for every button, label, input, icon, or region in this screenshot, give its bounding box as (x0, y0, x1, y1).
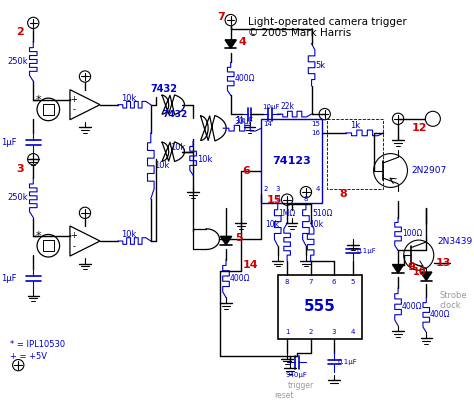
Text: 5k: 5k (315, 61, 326, 70)
Bar (327, 119, 383, 189)
Text: 10µF: 10µF (263, 103, 280, 109)
Text: 2: 2 (309, 329, 313, 335)
Text: 250k: 250k (7, 57, 27, 66)
Text: 2: 2 (263, 186, 267, 192)
Text: 8: 8 (304, 196, 308, 202)
Text: -: - (72, 105, 75, 114)
Text: 14: 14 (263, 120, 272, 126)
Text: 10k: 10k (121, 230, 136, 239)
Text: 10k: 10k (170, 143, 185, 152)
Text: 4: 4 (316, 186, 320, 192)
Text: +: + (70, 95, 77, 104)
Text: 9: 9 (408, 262, 415, 272)
Text: 10k: 10k (197, 155, 212, 164)
Text: 15: 15 (311, 120, 320, 126)
Text: 1k: 1k (351, 121, 361, 130)
Text: 14: 14 (243, 259, 258, 269)
Text: 8: 8 (285, 279, 289, 285)
Polygon shape (392, 265, 404, 273)
Text: 30µF: 30µF (235, 117, 254, 126)
Bar (261, 119, 322, 204)
Text: 2: 2 (17, 27, 24, 37)
Text: 10k: 10k (155, 161, 170, 170)
Text: 16: 16 (311, 130, 320, 136)
Text: 1µF: 1µF (1, 274, 17, 283)
Text: 400Ω: 400Ω (430, 310, 450, 319)
Text: reset: reset (274, 391, 294, 400)
Text: 10k: 10k (121, 94, 136, 103)
Text: 510Ω: 510Ω (312, 209, 333, 219)
Text: *: * (35, 95, 41, 105)
Text: 8: 8 (275, 196, 280, 202)
Text: 2N3439: 2N3439 (438, 236, 473, 246)
Text: © 2005 Mark Harris: © 2005 Mark Harris (247, 27, 351, 38)
Text: Light-operated camera trigger: Light-operated camera trigger (247, 17, 406, 27)
Text: + = +5V: + = +5V (10, 352, 47, 361)
Text: 940µF: 940µF (286, 372, 308, 377)
Polygon shape (225, 40, 237, 48)
Text: 250k: 250k (7, 193, 27, 202)
Text: trigger: trigger (288, 381, 314, 390)
Text: 13: 13 (436, 258, 451, 268)
Text: 7432: 7432 (162, 109, 187, 119)
Text: 5: 5 (236, 233, 243, 243)
Text: 400Ω: 400Ω (402, 302, 422, 311)
Text: 1MΩ: 1MΩ (279, 209, 296, 219)
Text: 10k: 10k (265, 220, 280, 229)
Text: 1k: 1k (236, 116, 246, 125)
Text: 1µF: 1µF (1, 138, 17, 147)
Text: 400Ω: 400Ω (230, 274, 250, 283)
Text: 2N2907: 2N2907 (411, 166, 447, 175)
Text: 7: 7 (218, 12, 225, 22)
Text: 8: 8 (339, 189, 347, 199)
Text: 74123: 74123 (273, 156, 311, 166)
Text: 100Ω: 100Ω (402, 229, 422, 238)
Text: 5: 5 (351, 279, 355, 285)
Text: *: * (35, 231, 41, 241)
Text: 3: 3 (332, 329, 337, 335)
Polygon shape (420, 272, 432, 280)
Text: Strobe
clock: Strobe clock (439, 291, 467, 310)
Polygon shape (220, 236, 232, 245)
Text: 1: 1 (285, 329, 289, 335)
Text: 6: 6 (243, 166, 250, 175)
Text: 10: 10 (413, 267, 427, 277)
Text: 3: 3 (275, 186, 280, 192)
Bar (43, 240, 54, 251)
Text: 7432: 7432 (151, 84, 178, 94)
Bar (43, 104, 54, 115)
Text: * = IPL10530: * = IPL10530 (10, 340, 65, 349)
Text: +: + (70, 231, 77, 240)
Text: -: - (72, 242, 75, 251)
Text: 7: 7 (309, 279, 313, 285)
Text: 10k: 10k (309, 220, 323, 229)
Text: 12: 12 (411, 123, 427, 133)
Text: 3: 3 (17, 164, 24, 174)
Text: 15: 15 (266, 195, 282, 205)
Text: 0.1µF: 0.1µF (338, 359, 358, 365)
Text: 4: 4 (351, 329, 355, 335)
Text: 4: 4 (238, 37, 246, 47)
Text: 22k: 22k (281, 102, 294, 111)
Text: 6: 6 (332, 279, 337, 285)
Text: 400Ω: 400Ω (235, 74, 255, 83)
Text: 0.1µF: 0.1µF (357, 248, 376, 255)
Bar (278, 275, 362, 339)
Text: 555: 555 (304, 299, 336, 314)
